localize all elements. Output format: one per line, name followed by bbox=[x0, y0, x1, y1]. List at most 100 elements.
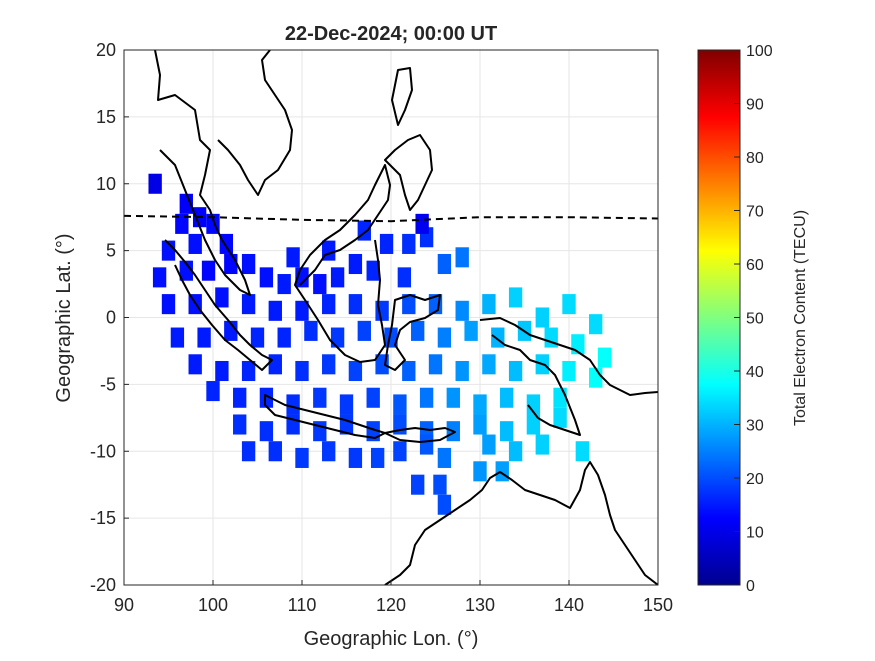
tec-cell bbox=[268, 300, 282, 321]
colorbar-tick-label: 60 bbox=[746, 257, 764, 274]
tec-cell bbox=[402, 233, 416, 254]
tec-cell bbox=[304, 320, 318, 341]
tec-cell bbox=[224, 320, 238, 341]
x-tick-label: 150 bbox=[643, 595, 673, 615]
tec-cell bbox=[268, 441, 282, 462]
coastline-mainland-asia bbox=[154, 50, 251, 296]
x-tick-label: 130 bbox=[465, 595, 495, 615]
chart-title: 22-Dec-2024; 00:00 UT bbox=[285, 23, 497, 45]
y-tick-label: 0 bbox=[106, 308, 116, 328]
x-tick-label: 140 bbox=[554, 595, 584, 615]
tec-cell bbox=[268, 354, 282, 375]
tec-cell bbox=[437, 253, 452, 275]
colorbar-tick-label: 20 bbox=[746, 471, 764, 488]
tec-cell bbox=[495, 461, 509, 482]
tec-cell bbox=[179, 193, 193, 214]
tec-cell bbox=[508, 441, 523, 462]
tec-cell bbox=[535, 434, 549, 455]
tec-cell bbox=[197, 327, 211, 348]
tec-cell bbox=[348, 447, 363, 468]
tec-cell bbox=[393, 441, 407, 462]
colorbar-tick-label: 80 bbox=[746, 150, 764, 167]
coastline-borneo bbox=[294, 164, 391, 363]
coastline-australia bbox=[384, 461, 658, 585]
tec-cell bbox=[330, 327, 345, 348]
tec-cell bbox=[148, 173, 162, 194]
tec-cell bbox=[437, 327, 452, 348]
tec-cell bbox=[575, 441, 590, 462]
tec-cell bbox=[455, 247, 469, 268]
tec-cell bbox=[348, 294, 363, 315]
y-tick-label: 10 bbox=[96, 174, 116, 194]
tec-cell bbox=[482, 354, 496, 375]
tec-cell bbox=[233, 414, 247, 435]
tec-cell bbox=[161, 294, 176, 315]
tec-cell bbox=[535, 307, 549, 328]
x-tick-label: 90 bbox=[114, 595, 134, 615]
colorbar-tick-label: 50 bbox=[746, 311, 764, 328]
tec-cell bbox=[370, 447, 385, 468]
tec-cell bbox=[500, 421, 514, 442]
tec-cell bbox=[508, 360, 523, 382]
tec-cell bbox=[295, 447, 309, 468]
colorbar-ticks: 0 10 20 30 40 50 60 70 80 90 100 bbox=[734, 43, 773, 595]
tec-cell bbox=[455, 360, 469, 382]
tec-cell bbox=[562, 360, 576, 382]
x-tick-label: 120 bbox=[376, 595, 406, 615]
tec-cell bbox=[433, 474, 447, 495]
tec-cell bbox=[241, 360, 256, 382]
coastline-philippines bbox=[384, 67, 433, 211]
axis-ticks: 90 100 110 120 130 140 150 20 15 10 5 0 -5 -10 -15 -20 bbox=[90, 40, 673, 615]
tec-cell bbox=[224, 253, 238, 275]
tec-cell bbox=[455, 300, 469, 321]
tec-cell bbox=[419, 434, 434, 455]
tec-cell bbox=[175, 213, 189, 234]
tec-cell bbox=[348, 360, 363, 382]
tec-cell bbox=[188, 354, 202, 375]
y-tick-label: 15 bbox=[96, 107, 116, 127]
tec-cell bbox=[313, 274, 327, 295]
tec-cell bbox=[482, 434, 496, 455]
tec-cell bbox=[379, 233, 394, 254]
tec-cell bbox=[339, 394, 354, 415]
tec-cell bbox=[313, 387, 327, 408]
colorbar-tick-label: 10 bbox=[746, 525, 764, 542]
colorbar-label: Total Electron Content (TECU) bbox=[792, 210, 809, 426]
tec-cell bbox=[188, 233, 202, 254]
y-tick-label: -20 bbox=[90, 575, 116, 595]
tec-cell bbox=[295, 300, 309, 321]
tec-cell bbox=[473, 461, 487, 482]
colorbar-tick-label: 70 bbox=[746, 204, 764, 221]
tec-cell bbox=[295, 360, 309, 382]
tec-cell bbox=[259, 267, 274, 288]
tec-cell bbox=[366, 260, 380, 281]
tec-cell bbox=[464, 320, 478, 341]
tec-cell bbox=[241, 294, 256, 315]
tec-cell bbox=[170, 327, 185, 348]
tec-cell bbox=[473, 394, 487, 415]
tec-cell bbox=[500, 387, 514, 408]
x-tick-label: 100 bbox=[198, 595, 228, 615]
tec-cell bbox=[357, 320, 371, 341]
tec-cell bbox=[526, 394, 541, 415]
tec-cell bbox=[215, 287, 229, 308]
tec-cell bbox=[286, 394, 300, 415]
tec-cell bbox=[322, 354, 336, 375]
tec-cell bbox=[215, 360, 229, 382]
tec-cell bbox=[446, 387, 460, 408]
tec-cell bbox=[179, 260, 193, 281]
coastline-lesser-sunda bbox=[384, 427, 456, 443]
colorbar-tick-label: 0 bbox=[746, 578, 755, 595]
tec-cell bbox=[330, 267, 345, 288]
tec-cell bbox=[526, 414, 541, 435]
y-tick-label: -15 bbox=[90, 508, 116, 528]
tec-cell bbox=[437, 494, 452, 515]
tec-cell bbox=[411, 320, 425, 341]
coastline-indochina bbox=[217, 50, 293, 196]
colorbar-tick-label: 40 bbox=[746, 364, 764, 381]
y-axis-label: Geographic Lat. (°) bbox=[53, 233, 75, 402]
tec-cell bbox=[553, 407, 567, 428]
tec-cell bbox=[201, 260, 216, 281]
colorbar-tick-label: 30 bbox=[746, 418, 764, 435]
magnetic-equator-line bbox=[124, 214, 658, 223]
